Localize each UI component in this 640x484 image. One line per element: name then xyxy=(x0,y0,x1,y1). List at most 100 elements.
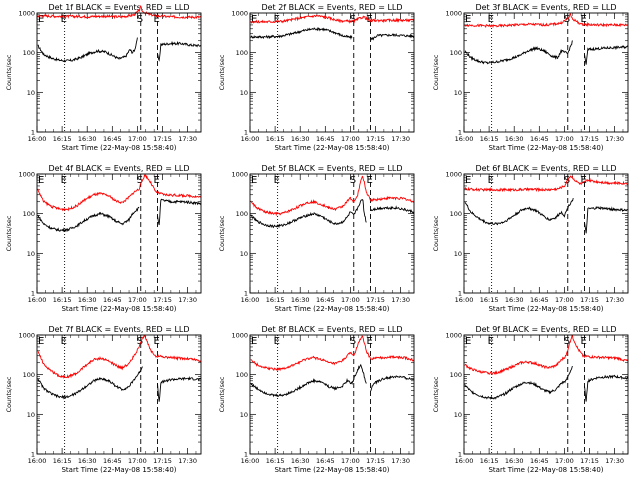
panel-title: Det 6f BLACK = Events, RED = LLD xyxy=(475,164,616,173)
events-series-line xyxy=(250,26,353,40)
x-tick-label: 17:30 xyxy=(605,296,624,304)
panel-title: Det 5f BLACK = Events, RED = LLD xyxy=(261,164,402,173)
x-tick-label: 16:30 xyxy=(505,296,524,304)
y-tick-label: 10 xyxy=(27,411,35,419)
marker-label: S xyxy=(137,14,143,25)
y-tick-label: 10 xyxy=(240,89,248,97)
panel-title: Det 8f BLACK = Events, RED = LLD xyxy=(261,325,402,334)
panel-det-4: Det 4f BLACK = Events, RED = LLD Counts/s… xyxy=(5,164,202,313)
x-tick-label: 16:00 xyxy=(241,135,260,143)
plot-frame xyxy=(36,173,202,294)
y-tick-label: 10 xyxy=(454,411,462,419)
marker-label: E xyxy=(366,336,372,347)
x-tick-label: 16:45 xyxy=(316,135,335,143)
marker-label: E xyxy=(153,14,159,25)
marker-label: E xyxy=(580,14,586,25)
panel-det-7: Det 7f BLACK = Events, RED = LLD Counts/s… xyxy=(5,325,202,474)
x-tick-label: 16:00 xyxy=(241,457,260,465)
x-tick-label: 17:15 xyxy=(366,457,385,465)
y-axis-label: Counts/sec xyxy=(218,215,226,251)
y-tick-label: 1 xyxy=(244,129,248,137)
marker-label: E xyxy=(38,336,44,347)
y-tick-label: 1000 xyxy=(231,10,248,18)
events-series-line xyxy=(584,374,629,402)
x-axis-label: Start Time (22-May-08 15:58:40) xyxy=(488,466,603,474)
y-tick-label: 100 xyxy=(236,49,248,57)
y-tick-label: 100 xyxy=(450,371,462,379)
x-tick-label: 17:30 xyxy=(391,135,410,143)
x-tick-label: 16:30 xyxy=(291,296,310,304)
marker-label: S xyxy=(137,336,143,347)
marker-label: E xyxy=(274,175,280,186)
x-axis-label: Start Time (22-May-08 15:58:40) xyxy=(274,305,389,313)
marker-label: S xyxy=(350,175,356,186)
events-series-line xyxy=(250,363,367,398)
events-series-line xyxy=(157,40,202,62)
y-axis-label: Counts/sec xyxy=(432,54,440,90)
y-tick-label: 1000 xyxy=(18,332,35,340)
y-tick-label: 1 xyxy=(31,129,35,137)
events-series-line xyxy=(370,375,415,392)
x-tick-label: 16:00 xyxy=(455,457,474,465)
marker-label: E xyxy=(61,175,67,186)
panel-det-8: Det 8f BLACK = Events, RED = LLD Counts/s… xyxy=(218,325,415,474)
y-axis-label: Counts/sec xyxy=(432,376,440,412)
y-tick-label: 1000 xyxy=(445,332,462,340)
events-series-line xyxy=(464,40,573,65)
events-series-line xyxy=(250,198,367,229)
plot-frame xyxy=(249,173,415,294)
marker-label: E xyxy=(488,336,494,347)
x-tick-label: 16:15 xyxy=(266,296,285,304)
x-tick-label: 16:15 xyxy=(480,457,499,465)
x-axis-label: Start Time (22-May-08 15:58:40) xyxy=(488,305,603,313)
x-tick-label: 17:00 xyxy=(341,296,360,304)
x-tick-label: 16:00 xyxy=(28,296,47,304)
panel-title: Det 2f BLACK = Events, RED = LLD xyxy=(261,3,402,12)
y-tick-label: 1 xyxy=(458,129,462,137)
y-tick-label: 10 xyxy=(454,89,462,97)
marker-label: E xyxy=(153,336,159,347)
marker-label: E xyxy=(61,336,67,347)
x-tick-label: 17:15 xyxy=(153,135,172,143)
x-tick-label: 17:15 xyxy=(580,135,599,143)
y-tick-label: 1 xyxy=(244,290,248,298)
marker-label: S xyxy=(350,336,356,347)
y-axis-label: Counts/sec xyxy=(432,215,440,251)
panel-title: Det 1f BLACK = Events, RED = LLD xyxy=(48,3,189,12)
marker-label: E xyxy=(580,175,586,186)
x-tick-label: 17:30 xyxy=(605,457,624,465)
panel-det-6: Det 6f BLACK = Events, RED = LLD Counts/s… xyxy=(432,164,629,313)
plot-frame xyxy=(463,173,629,294)
x-tick-label: 17:00 xyxy=(555,135,574,143)
panel-title: Det 3f BLACK = Events, RED = LLD xyxy=(475,3,616,12)
y-tick-label: 100 xyxy=(450,210,462,218)
x-tick-label: 17:15 xyxy=(580,296,599,304)
x-tick-label: 16:30 xyxy=(78,457,97,465)
x-tick-label: 16:45 xyxy=(530,457,549,465)
x-tick-label: 17:30 xyxy=(605,135,624,143)
panel-det-1: Det 1f BLACK = Events, RED = LLD Counts/s… xyxy=(5,3,202,152)
x-tick-label: 17:30 xyxy=(391,296,410,304)
x-tick-label: 17:30 xyxy=(178,457,197,465)
marker-label: S xyxy=(137,175,143,186)
panel-det-5: Det 5f BLACK = Events, RED = LLD Counts/s… xyxy=(218,164,415,313)
marker-label: E xyxy=(274,336,280,347)
y-tick-label: 1 xyxy=(31,451,35,459)
marker-label: E xyxy=(251,336,257,347)
lld-series-line xyxy=(250,175,415,217)
lld-series-line xyxy=(250,14,415,24)
events-series-line xyxy=(37,37,138,63)
y-tick-label: 100 xyxy=(236,371,248,379)
x-tick-label: 17:30 xyxy=(178,296,197,304)
y-tick-label: 100 xyxy=(450,49,462,57)
x-tick-label: 16:00 xyxy=(28,135,47,143)
x-tick-label: 17:15 xyxy=(153,457,172,465)
x-tick-label: 17:30 xyxy=(391,457,410,465)
plot-frame xyxy=(36,334,202,455)
x-tick-label: 16:45 xyxy=(530,296,549,304)
x-tick-label: 17:00 xyxy=(128,457,147,465)
y-tick-label: 10 xyxy=(27,89,35,97)
marker-label: E xyxy=(465,336,471,347)
x-axis-label: Start Time (22-May-08 15:58:40) xyxy=(61,466,176,474)
